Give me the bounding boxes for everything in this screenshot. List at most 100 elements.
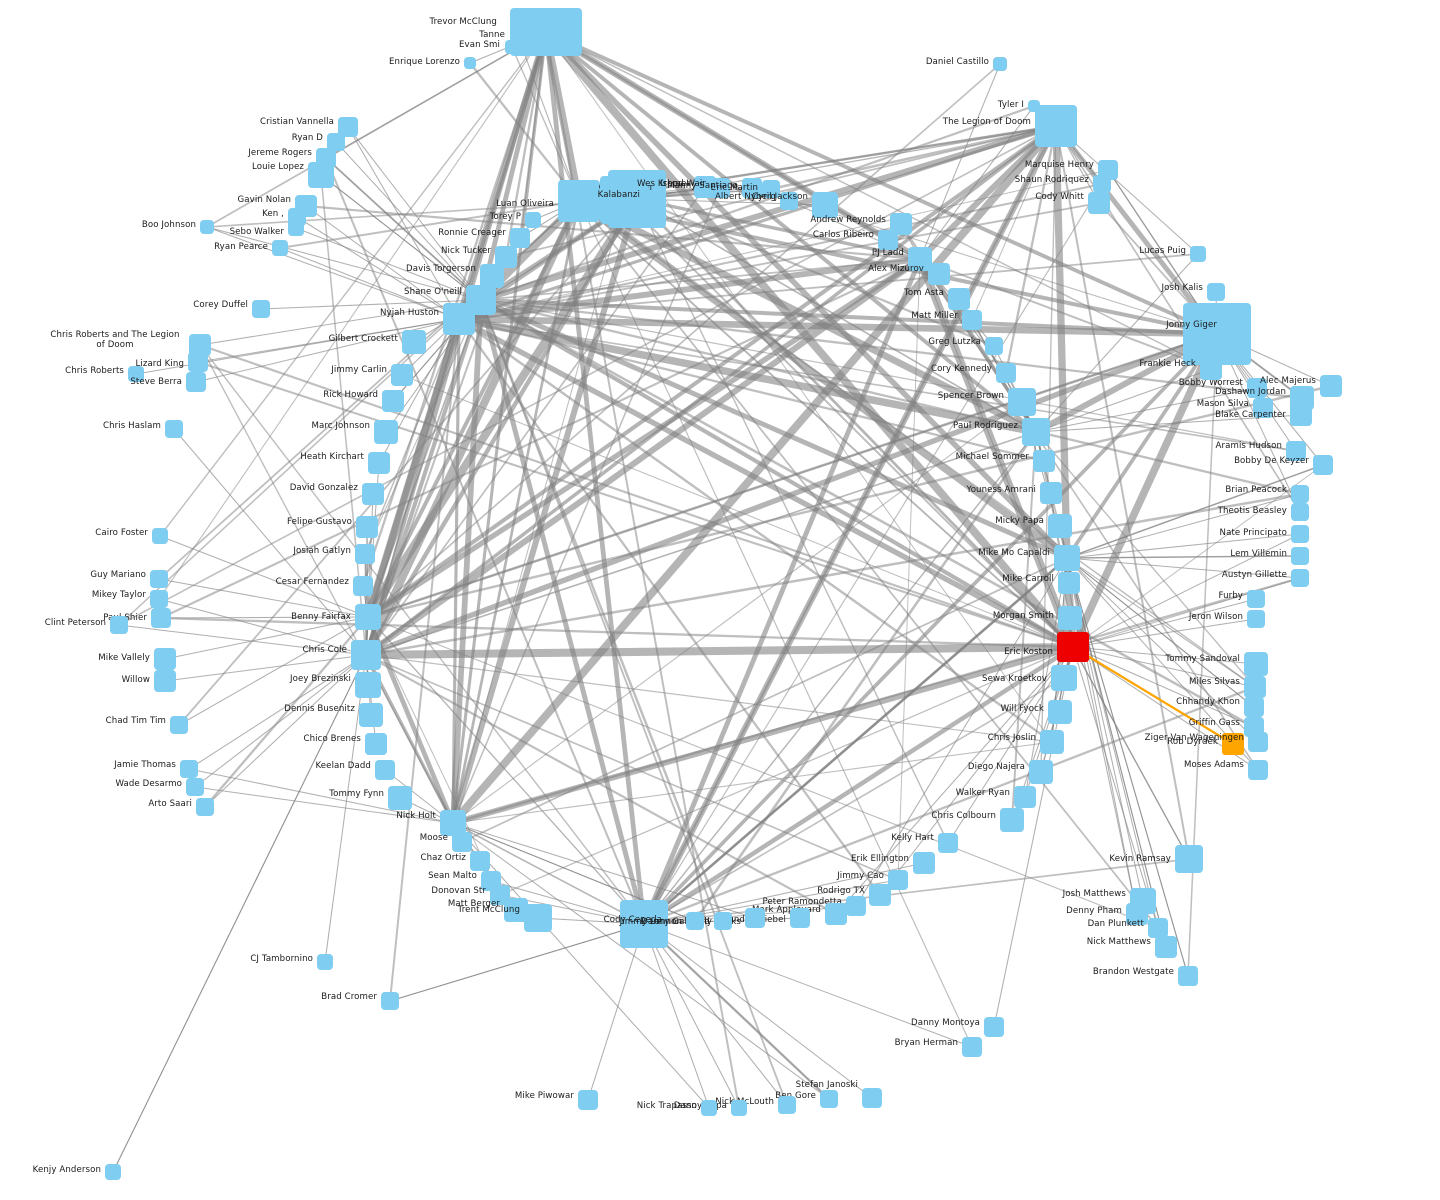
graph-node[interactable] <box>1200 358 1222 380</box>
graph-node[interactable] <box>388 786 412 810</box>
graph-node[interactable] <box>962 1037 982 1057</box>
graph-node[interactable] <box>812 192 838 218</box>
graph-node[interactable] <box>402 330 426 354</box>
graph-node[interactable] <box>1000 808 1024 832</box>
graph-node[interactable] <box>1247 610 1265 628</box>
graph-node[interactable] <box>152 528 168 544</box>
graph-node[interactable] <box>1183 303 1251 365</box>
graph-node[interactable] <box>1126 903 1148 925</box>
graph-node[interactable] <box>327 133 345 151</box>
graph-node[interactable] <box>452 832 472 852</box>
graph-node[interactable] <box>846 896 866 916</box>
graph-node[interactable] <box>993 57 1007 71</box>
graph-node[interactable] <box>701 1100 717 1116</box>
graph-node[interactable] <box>888 870 908 890</box>
graph-node[interactable] <box>686 912 704 930</box>
graph-node[interactable] <box>308 162 334 188</box>
graph-node[interactable] <box>110 616 128 634</box>
graph-node[interactable] <box>1148 918 1168 938</box>
graph-node[interactable] <box>948 288 970 310</box>
graph-node[interactable] <box>742 178 762 198</box>
graph-node[interactable] <box>464 57 476 69</box>
graph-node[interactable] <box>186 372 206 392</box>
graph-node[interactable] <box>1313 455 1333 475</box>
graph-node[interactable] <box>1058 606 1082 630</box>
graph-node[interactable] <box>189 334 211 356</box>
graph-node[interactable] <box>1175 845 1203 873</box>
graph-node[interactable] <box>362 483 384 505</box>
graph-node[interactable] <box>356 516 378 538</box>
graph-node[interactable] <box>1054 545 1080 571</box>
graph-node[interactable] <box>1035 105 1077 147</box>
graph-node[interactable] <box>731 1100 747 1116</box>
graph-node[interactable] <box>1178 966 1198 986</box>
graph-node[interactable] <box>374 420 398 444</box>
graph-node[interactable] <box>382 390 404 412</box>
graph-node[interactable] <box>1093 175 1111 193</box>
graph-node[interactable] <box>962 310 982 330</box>
graph-node[interactable] <box>375 760 395 780</box>
graph-node[interactable] <box>365 733 387 755</box>
graph-node[interactable] <box>154 648 176 670</box>
graph-node[interactable] <box>1244 652 1268 676</box>
graph-node[interactable] <box>985 337 1003 355</box>
graph-node[interactable] <box>745 908 765 928</box>
graph-node[interactable] <box>355 544 375 564</box>
graph-node[interactable] <box>1244 676 1266 698</box>
graph-node[interactable] <box>1155 936 1177 958</box>
graph-node[interactable] <box>368 452 390 474</box>
graph-node[interactable] <box>1291 547 1309 565</box>
graph-node[interactable] <box>1286 441 1306 461</box>
graph-node[interactable] <box>1008 388 1036 416</box>
graph-node[interactable] <box>355 604 381 630</box>
graph-node[interactable] <box>524 904 552 932</box>
graph-node[interactable] <box>1290 404 1312 426</box>
graph-node[interactable] <box>1320 375 1342 397</box>
graph-node[interactable] <box>820 1090 838 1108</box>
graph-node[interactable] <box>762 180 780 198</box>
graph-node[interactable] <box>714 912 732 930</box>
graph-node[interactable] <box>778 1096 796 1114</box>
graph-node[interactable] <box>558 180 600 222</box>
graph-node[interactable] <box>1248 760 1268 780</box>
graph-node[interactable] <box>353 576 373 596</box>
graph-node[interactable] <box>1291 485 1309 503</box>
graph-node[interactable] <box>288 220 304 236</box>
graph-node[interactable] <box>1048 514 1072 538</box>
graph-node[interactable] <box>1058 572 1080 594</box>
graph-node[interactable] <box>470 851 490 871</box>
graph-node[interactable] <box>381 992 399 1010</box>
graph-node[interactable] <box>1048 700 1072 724</box>
graph-node[interactable] <box>188 352 208 372</box>
graph-node[interactable] <box>170 716 188 734</box>
graph-node[interactable] <box>180 760 198 778</box>
graph-node[interactable] <box>355 672 381 698</box>
graph-node[interactable] <box>790 908 810 928</box>
graph-node[interactable] <box>105 1164 121 1180</box>
graph-node[interactable] <box>825 903 847 925</box>
graph-node[interactable] <box>1247 378 1267 398</box>
graph-node[interactable] <box>128 366 144 382</box>
graph-node[interactable] <box>710 178 730 198</box>
graph-node[interactable] <box>525 212 541 228</box>
graph-node[interactable] <box>1051 665 1077 691</box>
graph-node[interactable] <box>1244 697 1264 717</box>
graph-node[interactable] <box>938 833 958 853</box>
graph-node[interactable] <box>1291 503 1309 521</box>
graph-node[interactable] <box>913 852 935 874</box>
graph-node[interactable] <box>1057 632 1089 662</box>
graph-node[interactable] <box>1190 246 1206 262</box>
graph-node[interactable] <box>984 1017 1004 1037</box>
graph-node[interactable] <box>186 778 204 796</box>
graph-node[interactable] <box>359 703 383 727</box>
graph-node[interactable] <box>1222 733 1244 755</box>
graph-node[interactable] <box>252 300 270 318</box>
graph-node[interactable] <box>1247 590 1265 608</box>
graph-node[interactable] <box>1253 398 1273 418</box>
graph-node[interactable] <box>1291 525 1309 543</box>
graph-node[interactable] <box>600 176 648 224</box>
graph-node[interactable] <box>480 264 504 288</box>
graph-node[interactable] <box>440 810 466 836</box>
graph-node[interactable] <box>620 900 668 948</box>
